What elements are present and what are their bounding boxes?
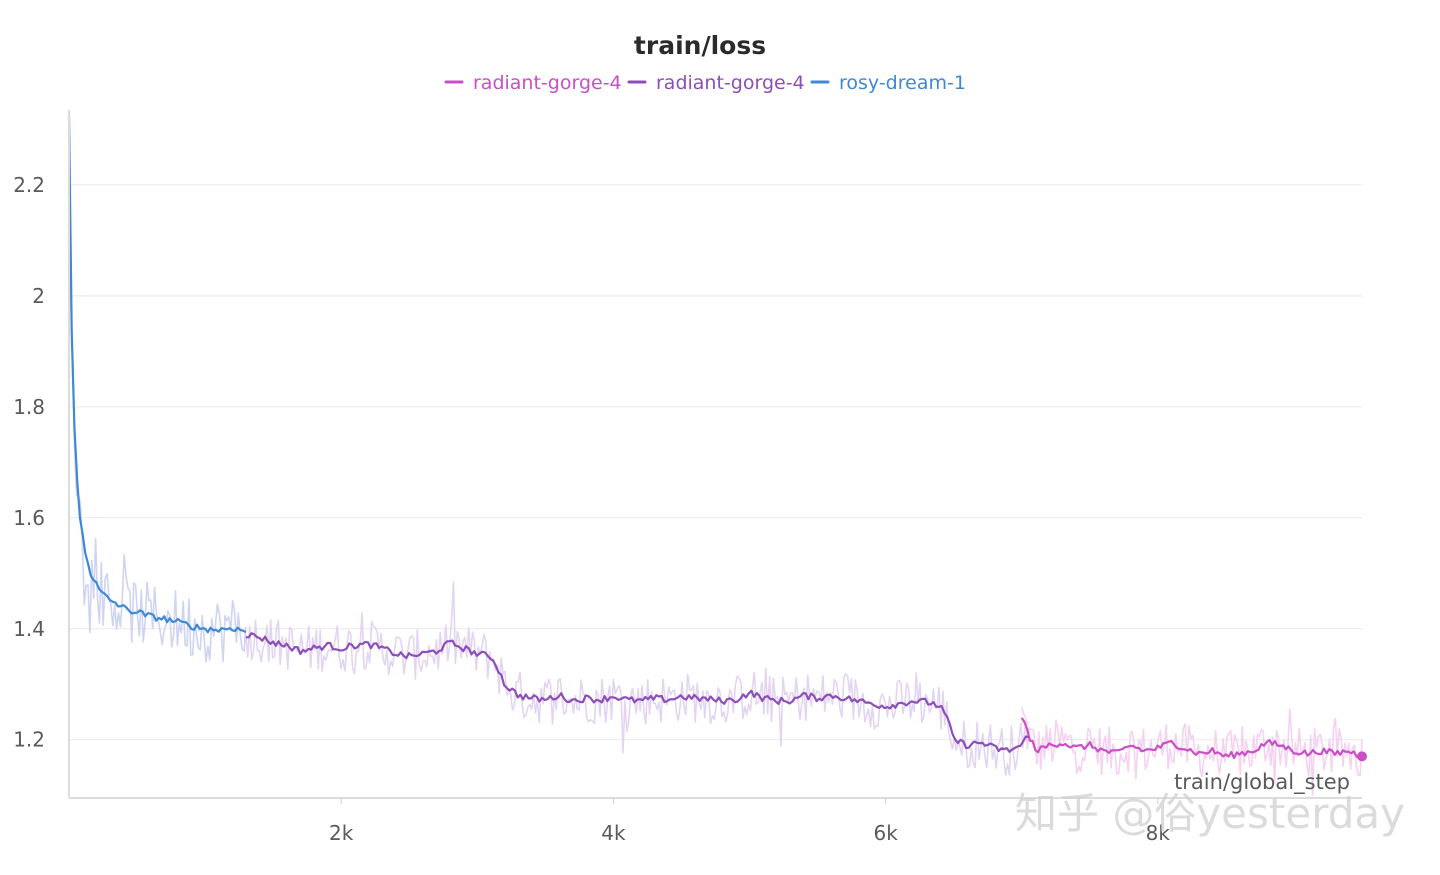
legend-label: radiant-gorge-4 [656, 72, 805, 94]
smoothed-series-lines [67, 115, 1367, 762]
y-tick-label: 2.2 [13, 173, 45, 197]
legend-label: radiant-gorge-4 [473, 72, 622, 94]
x-tick-label: 4k [601, 821, 626, 845]
raw-noise-traces [68, 131, 1363, 796]
legend-item[interactable]: radiant-gorge-4 [444, 72, 622, 94]
series-end-point[interactable] [1357, 751, 1367, 762]
watermark: 知乎 @俗yesterday [1015, 789, 1405, 838]
gridlines [69, 184, 1362, 741]
y-tick-labels: 1.2 1.4 1.6 1.8 2 2.2 [13, 173, 45, 752]
x-tick-label: 8k [1146, 821, 1171, 845]
y-tick-label: 1.4 [13, 617, 45, 641]
noise-trace-rosy-dream-1 [68, 131, 247, 663]
y-tick-label: 1.6 [13, 506, 45, 530]
x-axis-label: train/global_step [1174, 770, 1350, 795]
chart-title: train/loss [634, 31, 766, 60]
series-line[interactable] [67, 115, 247, 634]
axes [68, 110, 1362, 804]
x-tick-labels: 2k 4k 6k 8k [329, 821, 1170, 845]
y-tick-label: 2 [32, 284, 45, 308]
y-tick-label: 1.8 [13, 395, 45, 419]
legend-item[interactable]: rosy-dream-1 [810, 72, 966, 94]
series-line[interactable] [245, 632, 1029, 753]
legend-label: rosy-dream-1 [839, 72, 966, 94]
x-tick-label: 2k [329, 821, 354, 845]
y-tick-label: 1.2 [13, 728, 45, 752]
noise-trace-radiant-gorge-4 [245, 581, 1030, 776]
noise-trace-radiant-gorge-4 [1020, 706, 1363, 796]
legend-item[interactable]: radiant-gorge-4 [627, 72, 805, 94]
series-line[interactable] [1020, 717, 1363, 760]
legend: radiant-gorge-4 radiant-gorge-4 rosy-dre… [444, 72, 966, 94]
x-tick-label: 6k [873, 821, 898, 845]
